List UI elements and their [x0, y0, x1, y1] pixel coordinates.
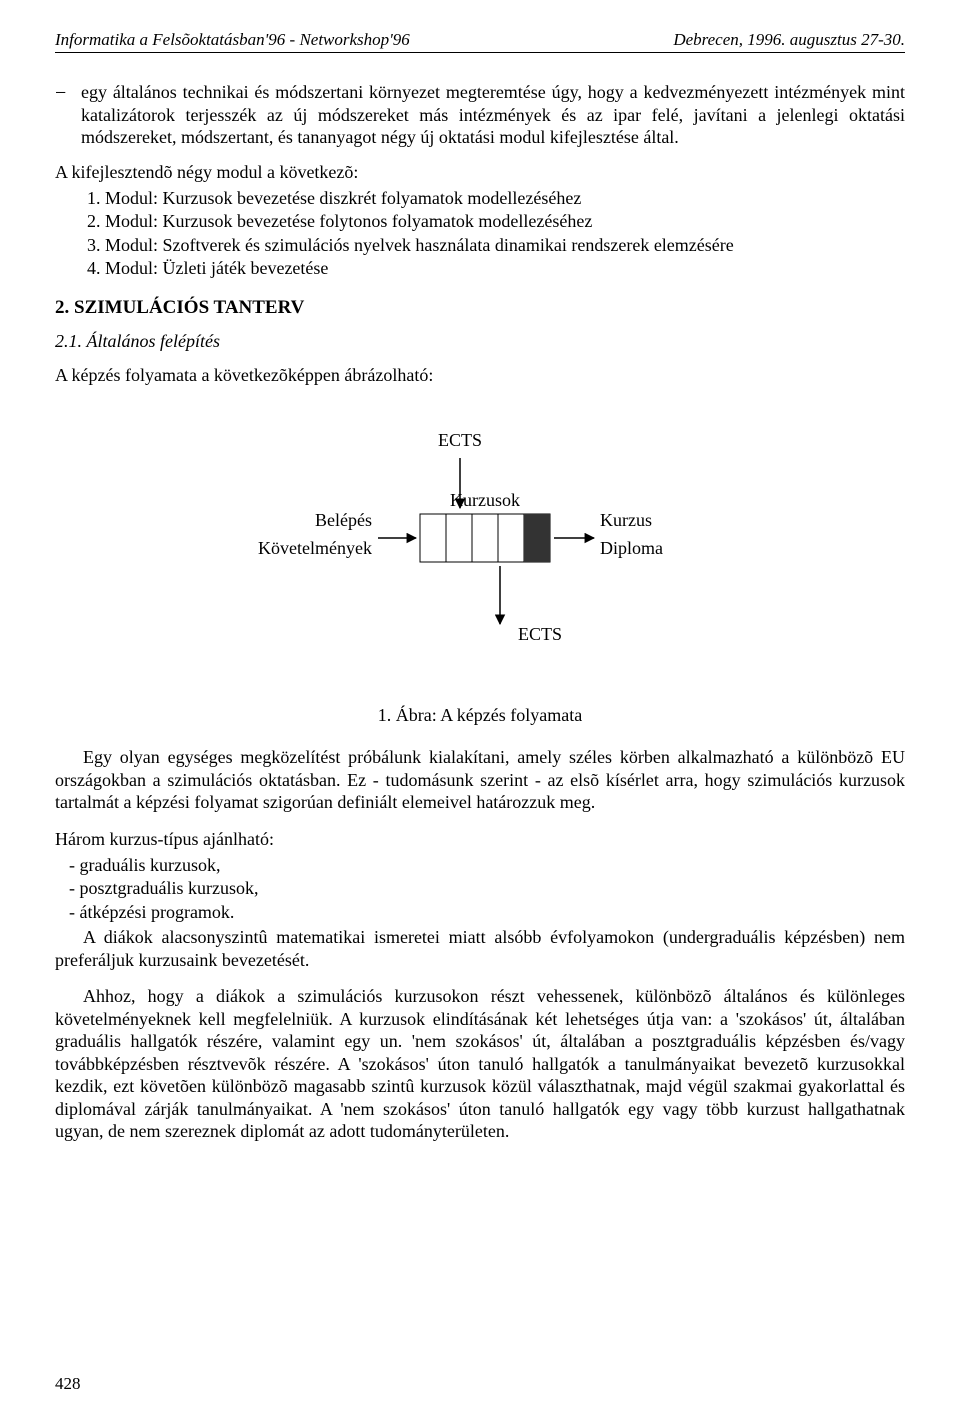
kurzus-label: Kurzus [600, 510, 652, 530]
module-item: 4. Modul: Üzleti játék bevezetése [87, 257, 905, 280]
belepes-label: Belépés [315, 510, 372, 530]
flow-intro: A képzés folyamata a következõképpen ábr… [55, 364, 905, 387]
types-list: - graduális kurzusok, - posztgraduális k… [69, 854, 905, 924]
module-item: 2. Modul: Kurzusok bevezetése folytonos … [87, 210, 905, 233]
modules-list: 1. Modul: Kurzusok bevezetése diszkrét f… [87, 187, 905, 281]
ects-top-label: ECTS [438, 430, 482, 450]
flowchart-svg: ECTS Belépés Követelmények Kurzusok Kurz… [200, 426, 760, 666]
type-item: - graduális kurzusok, [69, 854, 905, 877]
subsection-heading: 2.1. Általános felépítés [55, 331, 905, 352]
header-right: Debrecen, 1996. augusztus 27-30. [673, 30, 905, 50]
figure-caption: 1. Ábra: A képzés folyamata [55, 705, 905, 726]
dash-icon: − [55, 81, 81, 149]
header-left: Informatika a Felsõoktatásban'96 - Netwo… [55, 30, 410, 50]
type-item: - posztgraduális kurzusok, [69, 877, 905, 900]
diploma-label: Diploma [600, 538, 663, 558]
paragraph-2: Ahhoz, hogy a diákok a szimulációs kurzu… [55, 985, 905, 1143]
types-intro: Három kurzus-típus ajánlható: [55, 828, 905, 851]
kovetelmenyek-label: Követelmények [258, 538, 372, 558]
module-item: 3. Modul: Szoftverek és szimulációs nyel… [87, 234, 905, 257]
running-header: Informatika a Felsõoktatásban'96 - Netwo… [55, 30, 905, 53]
intro-bullet-text: egy általános technikai és módszertani k… [81, 81, 905, 149]
paragraph-1: Egy olyan egységes megközelítést próbálu… [55, 746, 905, 814]
modules-intro: A kifejlesztendõ négy modul a következõ: [55, 161, 905, 184]
kurzusok-box: Kurzusok [420, 490, 550, 562]
process-diagram: ECTS Belépés Követelmények Kurzusok Kurz… [200, 426, 760, 671]
section-heading: 2. SZIMULÁCIÓS TANTERV [55, 297, 905, 319]
intro-bullet: − egy általános technikai és módszertani… [55, 81, 905, 149]
type-item: - átképzési programok. [69, 901, 905, 924]
types-tail-paragraph: A diákok alacsonyszintû matematikai isme… [55, 926, 905, 971]
page: Informatika a Felsõoktatásban'96 - Netwo… [0, 0, 960, 1414]
ects-bottom-label: ECTS [518, 624, 562, 644]
page-number: 428 [55, 1374, 81, 1394]
module-item: 1. Modul: Kurzusok bevezetése diszkrét f… [87, 187, 905, 210]
